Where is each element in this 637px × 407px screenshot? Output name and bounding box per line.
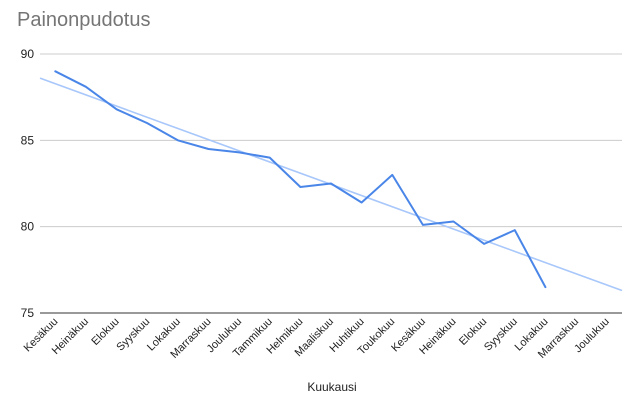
y-axis-ticks: 75 80 85 90: [21, 47, 35, 320]
gridlines: [40, 53, 622, 314]
y-tick-label: 85: [21, 133, 35, 147]
y-tick-label: 75: [21, 306, 35, 320]
y-tick-label: 80: [21, 220, 35, 234]
chart-title: Painonpudotus: [17, 9, 151, 31]
series-line: [54, 70, 547, 289]
x-axis-ticks: KesäkuuHeinäkuuElokuuSyyskuuLokakuuMarra…: [22, 316, 612, 361]
y-tick-label: 90: [21, 47, 35, 61]
x-axis-title: Kuukausi: [307, 380, 356, 394]
series-group: [54, 70, 547, 289]
